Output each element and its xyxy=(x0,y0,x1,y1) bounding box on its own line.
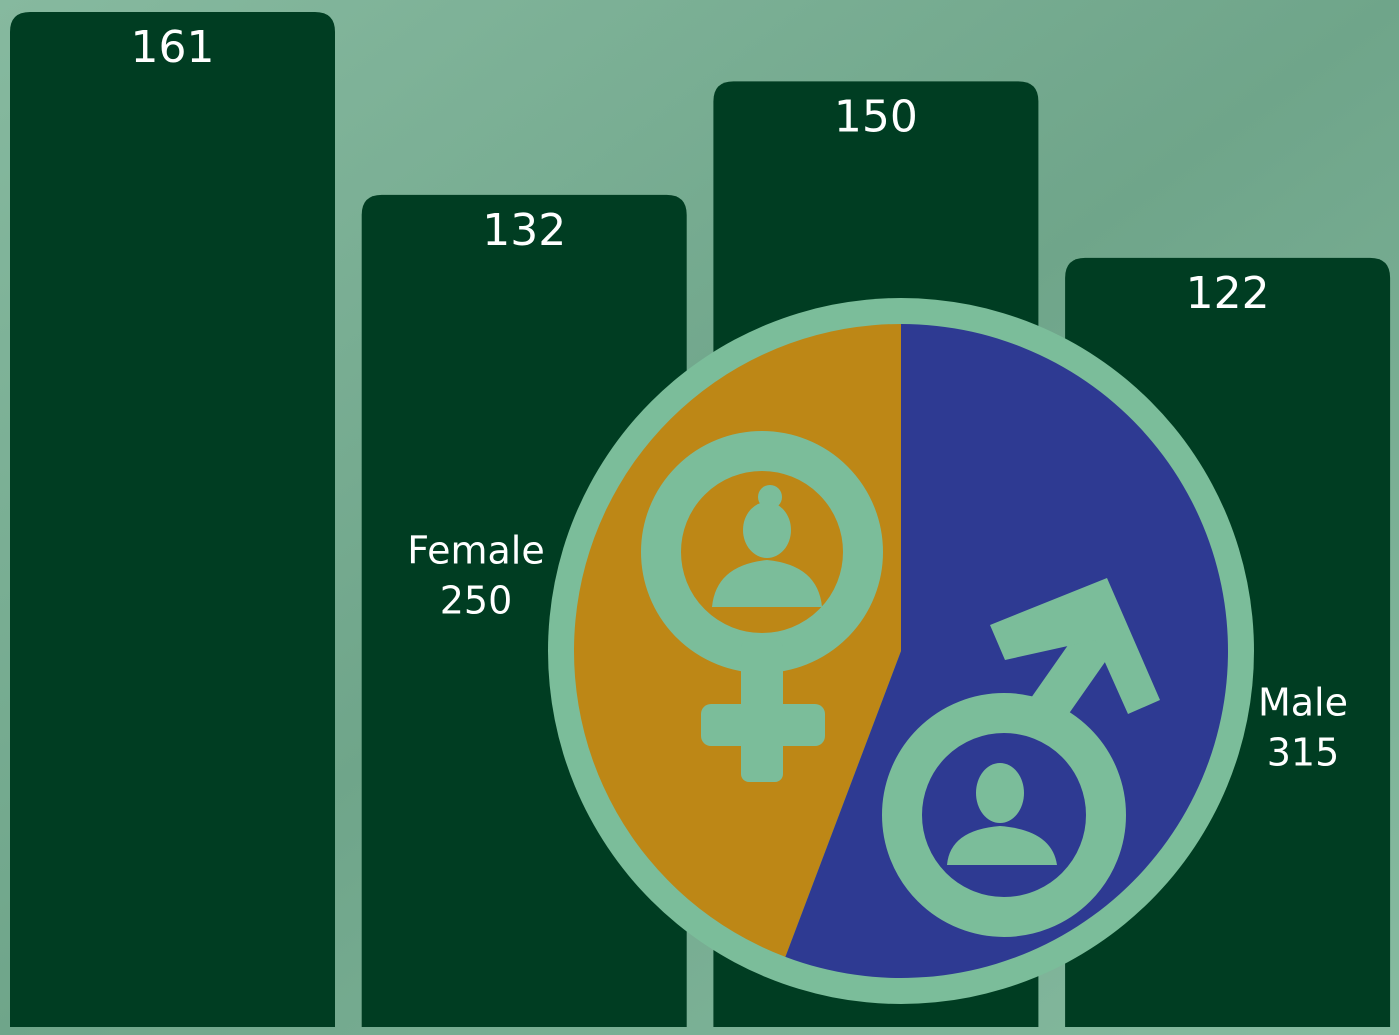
pie-value-label: 315 xyxy=(1267,731,1340,775)
pie-category-label: Female xyxy=(407,529,544,573)
bar-value-label: 161 xyxy=(131,22,215,73)
pie-value-label: 250 xyxy=(440,579,513,623)
pie-category-label: Male xyxy=(1258,681,1348,725)
bar-value-label: 122 xyxy=(1186,268,1270,319)
infographic: 161 132 150 122 Female 250 Male 315 xyxy=(0,0,1399,1035)
bar-value-label: 150 xyxy=(834,91,918,142)
bar xyxy=(10,12,335,1027)
page: 161132150122 Female250Male315 (() => { c… xyxy=(0,0,1399,1035)
bar-value-label: 132 xyxy=(482,205,566,256)
